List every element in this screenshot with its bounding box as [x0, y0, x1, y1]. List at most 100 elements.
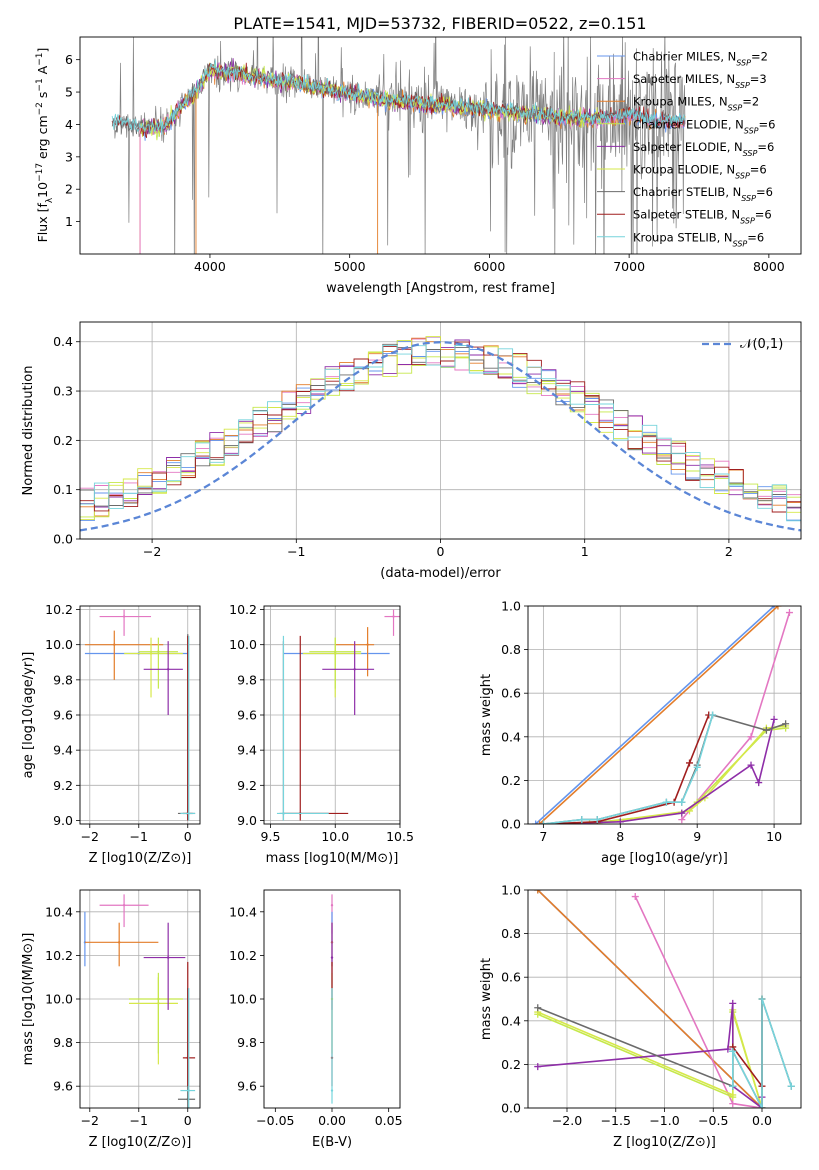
weight-marker	[578, 816, 586, 824]
legend-label-n: =2	[751, 50, 768, 64]
y-axis-label-part: s	[35, 92, 50, 103]
x-tick-label: −1	[130, 1113, 148, 1128]
legend-label: Kroupa STELIB, NSSP=6	[633, 230, 764, 248]
y-tick-label: 9.0	[237, 813, 257, 828]
y-tick-label: 10.4	[45, 904, 73, 919]
x-tick-label: 1	[581, 544, 589, 559]
x-tick-label: 5000	[334, 259, 366, 274]
errorbar-point	[282, 812, 285, 815]
y-axis-label-part: −17	[35, 163, 45, 182]
x-tick-label: −0.05	[256, 1113, 294, 1128]
y-tick-label: 9.4	[237, 743, 257, 758]
legend-label-text: Kroupa MILES, N	[633, 95, 728, 109]
x-tick-label: 10	[766, 829, 782, 844]
figure-title: PLATE=1541, MJD=53732, FIBERID=0522, z=0…	[233, 14, 646, 33]
axes-frame	[527, 605, 802, 825]
y-tick-label: 1.0	[501, 599, 521, 614]
x-tick-label: 0	[437, 544, 445, 559]
errorbar-point	[187, 812, 190, 815]
age-vs-Z-panel: −2 −1 0 9.0 9.2 9.4 9.6 9.8 10.0 10.2 Z [log10(Z/Z…	[21, 602, 201, 866]
legend-label-n: =3	[750, 72, 767, 86]
legend-label-sub: SSP	[740, 216, 755, 225]
weight-marker	[534, 890, 542, 894]
legend-label: Kroupa MILES, NSSP=2	[633, 95, 759, 113]
legend-label-gaussian: 𝒩(0,1)	[740, 337, 783, 352]
legend-label-sub: SSP	[735, 171, 750, 180]
y-tick-label: 0.0	[501, 817, 521, 832]
y-tick-label: 10.2	[45, 948, 73, 963]
errorbar-point	[353, 668, 356, 671]
legend-label-sub: SSP	[736, 58, 751, 67]
weight-line-salpeter-stelib	[732, 999, 763, 1089]
weight-marker	[774, 606, 782, 610]
age-vs-Z-errorbars	[84, 609, 196, 821]
weight-vs-age-panel: 7 8 9 10 0.0 0.2 0.4 0.6 0.8 1.0 age [log10(age/yr…	[479, 599, 802, 866]
y-tick-label: 0.2	[501, 773, 521, 788]
mass-vs-EBV-errorbars	[330, 894, 334, 1104]
legend-label-sub: SSP	[741, 194, 756, 203]
weight-marker	[729, 999, 737, 1007]
y-axis-label: Normed distribution	[21, 366, 36, 496]
y-tick-label: 6	[65, 52, 73, 67]
legend-label-text: Salpeter ELODIE, N	[633, 140, 743, 154]
y-tick-label: 10.0	[45, 992, 73, 1007]
y-axis-label-part: Flux [f	[35, 203, 50, 243]
weight-marker	[532, 820, 540, 824]
model-spectrum-kroupa-stelib	[111, 59, 686, 135]
x-tick-label: −2	[81, 829, 99, 844]
y-tick-label: 0.0	[53, 532, 73, 547]
weight-marker	[747, 733, 755, 741]
errorbar-point	[334, 650, 337, 653]
y-tick-label: 0.8	[501, 642, 521, 657]
residual-hist-kroupa-stelib	[80, 344, 801, 522]
legend-label-n: =6	[756, 185, 773, 199]
legend-label-text: Chabrier STELIB, N	[633, 185, 741, 199]
x-tick-label: 8	[616, 829, 624, 844]
weight-line-chabrier-elodie	[543, 727, 786, 824]
weight-marker	[534, 1004, 542, 1012]
errorbar-point	[330, 956, 334, 959]
y-tick-label: 9.6	[237, 708, 257, 723]
y-axis-label-part: −2	[35, 102, 45, 115]
y-tick-label: 10.0	[229, 992, 257, 1007]
weight-vs-Z-lines	[534, 890, 795, 1108]
weight-marker	[729, 1082, 737, 1090]
mass-vs-Z-panel: −2 −1 0 9.6 9.8 10.0 10.2 10.4 Z [log10(Z/Z⊙)] ma…	[21, 889, 201, 1150]
y-tick-label: 9.6	[53, 1079, 73, 1094]
x-tick-label: 0	[184, 829, 192, 844]
y-tick-label: 10.2	[45, 602, 73, 617]
errorbar-point	[392, 615, 395, 618]
x-axis-label: Z [log10(Z/Z⊙)]	[89, 1135, 192, 1150]
y-tick-label: 9.8	[53, 672, 73, 687]
weight-marker	[758, 1104, 766, 1108]
weight-marker	[678, 798, 686, 806]
legend-label-sub: SSP	[743, 148, 758, 157]
weight-marker	[762, 726, 770, 734]
weight-marker	[685, 759, 693, 767]
legend-label-text: Chabrier MILES, N	[633, 50, 736, 64]
spectrum-panel: 4000 5000 6000 7000 8000 1 2 3 4 5 6 wavelength [An…	[35, 36, 802, 296]
weight-marker	[747, 761, 755, 769]
weight-line-chabrier-miles	[535, 606, 775, 824]
x-tick-label: 8000	[753, 259, 785, 274]
x-axis-label: mass [log10(M/M⊙)]	[266, 851, 399, 866]
weight-vs-Z-panel: −2.0 −1.5 −1.0 −0.5 0.0 0.0 0.2 0.4 0.6 0.8 1.0 Z […	[479, 883, 802, 1150]
weight-marker	[770, 715, 778, 723]
x-tick-label: −2	[143, 544, 161, 559]
errorbar-point	[166, 956, 170, 959]
y-axis-label-part: λ	[45, 197, 55, 203]
y-axis-label: mass [log10(M/M⊙)]	[21, 933, 36, 1066]
x-tick-label: 7000	[613, 259, 645, 274]
y-tick-label: 0.4	[501, 729, 521, 744]
weight-marker	[536, 820, 544, 824]
y-tick-label: 0.4	[501, 1013, 521, 1028]
y-tick-label: 0.8	[501, 926, 521, 941]
y-tick-label: 9.6	[53, 708, 73, 723]
legend-label-text: Chabrier ELODIE, N	[633, 117, 744, 131]
y-tick-label: 0.6	[501, 686, 521, 701]
age-vs-mass-panel: 9.5 10.0 10.5 9.0 9.2 9.4 9.6 9.8 10.0 10.2 mass […	[229, 602, 414, 866]
weight-marker	[787, 1082, 795, 1090]
errorbar-point	[157, 997, 160, 1001]
x-axis-label: E(B-V)	[312, 1135, 352, 1150]
weight-line-kroupa-miles	[538, 606, 779, 824]
